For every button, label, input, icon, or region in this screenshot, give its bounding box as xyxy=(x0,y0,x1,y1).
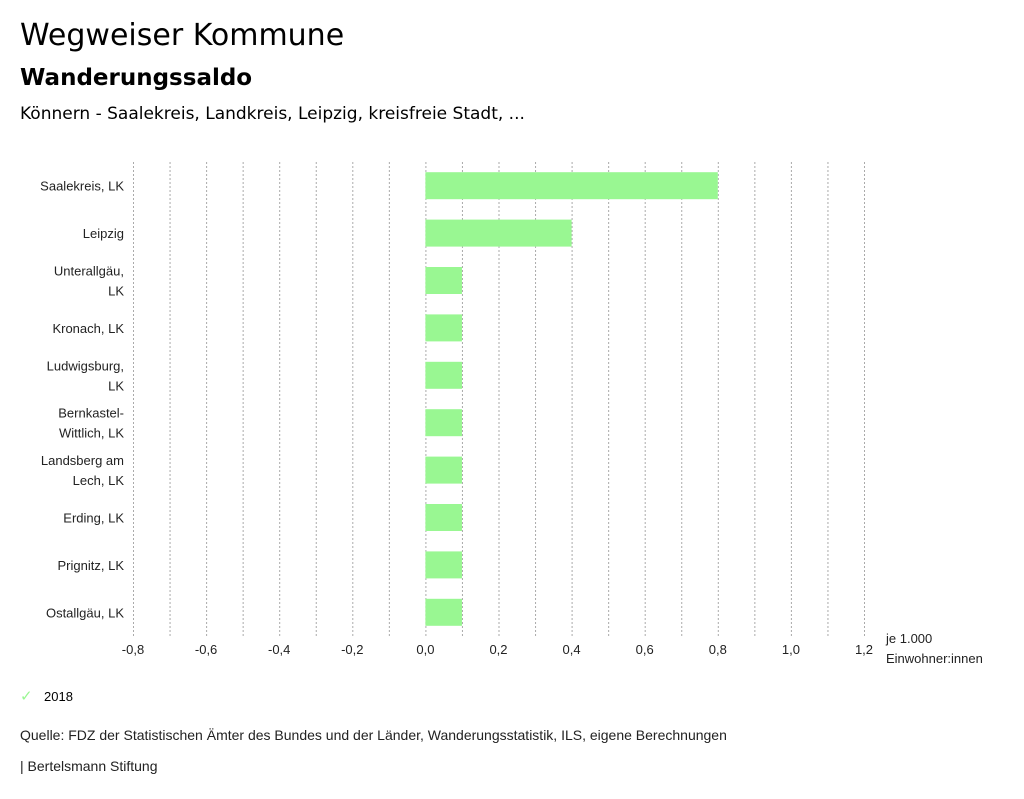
category-label: Wittlich, LK xyxy=(59,426,124,441)
location-label: Könnern - Saalekreis, Landkreis, Leipzig… xyxy=(20,104,525,124)
category-label: Unterallgäu, xyxy=(54,264,124,279)
bar xyxy=(425,551,462,579)
legend[interactable]: ✓ 2018 xyxy=(20,687,73,705)
x-tick-label: -0,4 xyxy=(268,642,290,657)
x-tick-label: -0,8 xyxy=(122,642,144,657)
x-tick-label: 0,0 xyxy=(416,642,434,657)
category-label: LK xyxy=(108,378,124,393)
unit-label: je 1.000 xyxy=(885,631,932,646)
x-tick-label: 0,4 xyxy=(563,642,581,657)
bar xyxy=(425,219,572,247)
x-tick-label: -0,6 xyxy=(195,642,217,657)
category-label: Lech, LK xyxy=(73,473,125,488)
bar-chart: -0,8 -0,6 -0,4 -0,2 0,0 0,2 0,4 0,6 0,8 1,0 1,2 je … xyxy=(40,162,983,666)
category-label: LK xyxy=(108,284,124,299)
category-label: Prignitz, LK xyxy=(58,558,125,573)
check-icon: ✓ xyxy=(20,688,33,705)
bar xyxy=(425,598,462,626)
unit-label: Einwohner:innen xyxy=(886,651,983,666)
category-label: Leipzig xyxy=(83,226,124,241)
x-tick-label: 1,2 xyxy=(855,642,873,657)
x-tick-label: 0,6 xyxy=(636,642,654,657)
x-tick-label: 0,8 xyxy=(709,642,727,657)
source-note: Quelle: FDZ der Statistischen Ämter des … xyxy=(20,727,727,743)
page-title: Wegweiser Kommune xyxy=(20,18,345,53)
category-label: Landsberg am xyxy=(41,453,124,468)
category-label: Ludwigsburg, xyxy=(47,358,124,373)
chart-subtitle: Wanderungssaldo xyxy=(20,65,253,91)
category-label: Kronach, LK xyxy=(52,321,124,336)
bar xyxy=(425,504,462,531)
category-label: Ostallgäu, LK xyxy=(46,605,124,620)
category-label: Bernkastel- xyxy=(58,406,124,421)
bar xyxy=(425,172,718,200)
x-tick-label: 1,0 xyxy=(782,642,800,657)
legend-label: 2018 xyxy=(44,688,73,704)
category-label: Erding, LK xyxy=(63,511,124,526)
bar xyxy=(425,314,462,342)
category-label: Saalekreis, LK xyxy=(40,179,124,194)
bar xyxy=(425,456,462,484)
x-tick-label: 0,2 xyxy=(489,642,507,657)
x-tick-label: -0,2 xyxy=(341,642,363,657)
bar xyxy=(425,409,462,437)
credit-note: | Bertelsmann Stiftung xyxy=(20,758,158,774)
bar xyxy=(425,361,462,389)
bar xyxy=(425,267,462,294)
